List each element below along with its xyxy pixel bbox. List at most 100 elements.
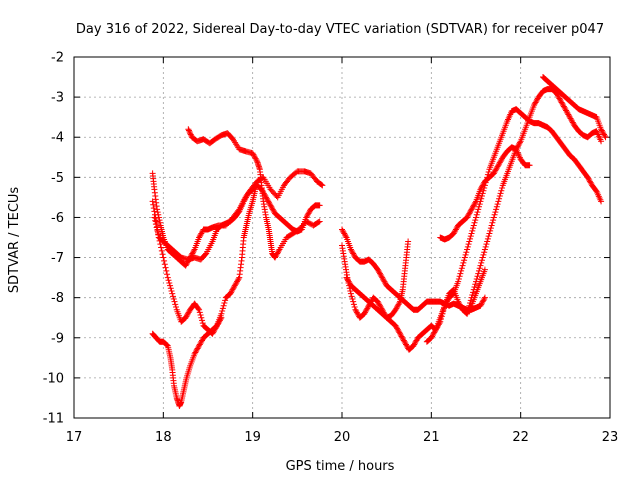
data-point — [199, 320, 206, 327]
data-point — [392, 322, 399, 329]
data-point — [468, 230, 475, 237]
data-point — [486, 230, 493, 237]
data-point — [456, 301, 463, 308]
data-point — [478, 300, 485, 307]
data-point — [474, 209, 481, 216]
data-point — [158, 247, 165, 254]
data-point — [213, 322, 220, 329]
y-tick-label: -10 — [43, 371, 64, 386]
data-point — [198, 338, 205, 345]
data-point — [395, 301, 402, 308]
data-point — [478, 257, 485, 264]
data-point — [152, 217, 159, 224]
data-point — [477, 186, 484, 193]
data-point — [403, 341, 410, 348]
data-point — [378, 273, 385, 280]
data-point — [151, 208, 158, 215]
data-point — [202, 251, 209, 258]
data-point — [158, 244, 165, 251]
data-point — [467, 235, 474, 242]
data-point — [197, 231, 204, 238]
data-point — [242, 194, 249, 201]
data-point — [466, 210, 473, 217]
data-point — [397, 332, 404, 339]
data-point — [466, 302, 473, 309]
data-point — [376, 269, 383, 276]
ticks: 17 18 19 20 21 22 23 -11 -10 -9 -8 -7 -6 -5 -4 -3 -2 — [43, 51, 619, 446]
data-point — [150, 201, 157, 208]
x-tick-label: 18 — [155, 430, 172, 445]
data-point — [467, 297, 474, 304]
data-point — [164, 271, 171, 278]
data-point — [163, 341, 170, 348]
data-point — [461, 254, 468, 261]
data-point — [352, 306, 359, 313]
data-point — [184, 312, 191, 319]
data-point — [465, 241, 472, 248]
series-track-5 — [149, 314, 225, 409]
plot-frame — [73, 56, 611, 419]
data-point — [534, 96, 541, 103]
data-point — [316, 218, 323, 225]
data-point — [475, 270, 482, 277]
data-point — [167, 282, 174, 289]
data-point — [472, 217, 479, 224]
data-point — [266, 201, 273, 208]
data-point — [496, 159, 503, 166]
data-point — [562, 106, 569, 113]
chart-title: Day 316 of 2022, Sidereal Day-to-day VTE… — [76, 22, 604, 37]
data-point — [497, 190, 504, 197]
data-point — [481, 249, 488, 256]
data-point — [319, 182, 326, 189]
data-point — [480, 251, 487, 258]
data-point — [364, 305, 371, 312]
data-point — [470, 289, 477, 296]
y-tick-label: -2 — [51, 51, 64, 66]
data-point — [154, 227, 161, 234]
data-point — [172, 301, 179, 308]
series-track-1 — [185, 126, 323, 261]
data-point — [464, 246, 471, 253]
data-point — [455, 275, 462, 282]
data-point — [402, 340, 409, 347]
data-point — [350, 301, 357, 308]
data-point — [465, 305, 472, 312]
data-point — [219, 308, 226, 315]
data-point — [269, 205, 276, 212]
data-point — [152, 221, 159, 228]
data-point — [270, 207, 277, 214]
data-point — [405, 238, 412, 245]
y-tick-label: -9 — [51, 331, 64, 346]
data-point — [492, 167, 499, 174]
data-point — [456, 273, 463, 280]
data-point — [155, 231, 162, 238]
data-point — [592, 187, 599, 194]
data-point — [253, 156, 260, 163]
data-point — [346, 279, 353, 286]
data-point — [444, 297, 451, 304]
data-point — [467, 209, 474, 216]
data-point — [217, 316, 224, 323]
data-point — [561, 104, 568, 111]
data-point — [347, 246, 354, 253]
data-point — [443, 300, 450, 307]
data-point — [219, 305, 226, 312]
data-point — [350, 250, 357, 257]
data-point — [198, 230, 205, 237]
data-point — [470, 202, 477, 209]
data-point — [234, 277, 241, 284]
data-point — [339, 227, 346, 234]
data-point — [350, 251, 357, 258]
data-point — [394, 304, 401, 311]
data-point — [261, 191, 268, 198]
y-tick-label: -8 — [51, 291, 64, 306]
data-point — [464, 214, 471, 221]
data-point — [349, 296, 356, 303]
data-point — [476, 265, 483, 272]
y-tick-label: -4 — [51, 131, 64, 146]
data-point — [601, 132, 608, 139]
data-point — [599, 128, 606, 135]
data-point — [481, 266, 488, 273]
data-point — [196, 342, 203, 349]
data-point — [199, 317, 206, 324]
